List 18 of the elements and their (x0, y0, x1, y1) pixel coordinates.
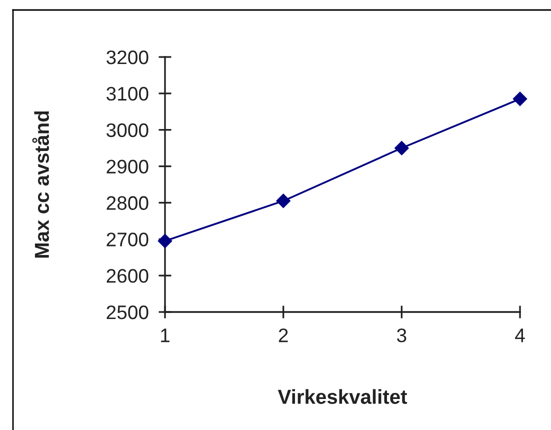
y-tick-label: 2800 (106, 196, 148, 210)
point (512, 92, 528, 106)
y-tick-label: 3000 (106, 123, 148, 138)
y-tick-label: 2700 (106, 232, 148, 246)
y-tick-label: 3100 (106, 86, 148, 101)
y-axis-title: Max cc avstånd (32, 111, 50, 258)
point (158, 234, 172, 248)
y-tick-label: 2600 (106, 269, 148, 283)
x-tick-label: 2 (278, 328, 288, 342)
point (394, 140, 409, 156)
x-tick-label: 3 (397, 328, 406, 342)
x-tick-label: 1 (161, 328, 170, 342)
x-axis-title: Virkeskvalitet (278, 389, 408, 404)
y-tick-label: 3200 (106, 50, 148, 64)
x-tick-label: 4 (515, 328, 525, 342)
point (276, 194, 290, 208)
y-tick-label: 2900 (106, 160, 148, 174)
y-tick-label: 2500 (106, 305, 148, 320)
